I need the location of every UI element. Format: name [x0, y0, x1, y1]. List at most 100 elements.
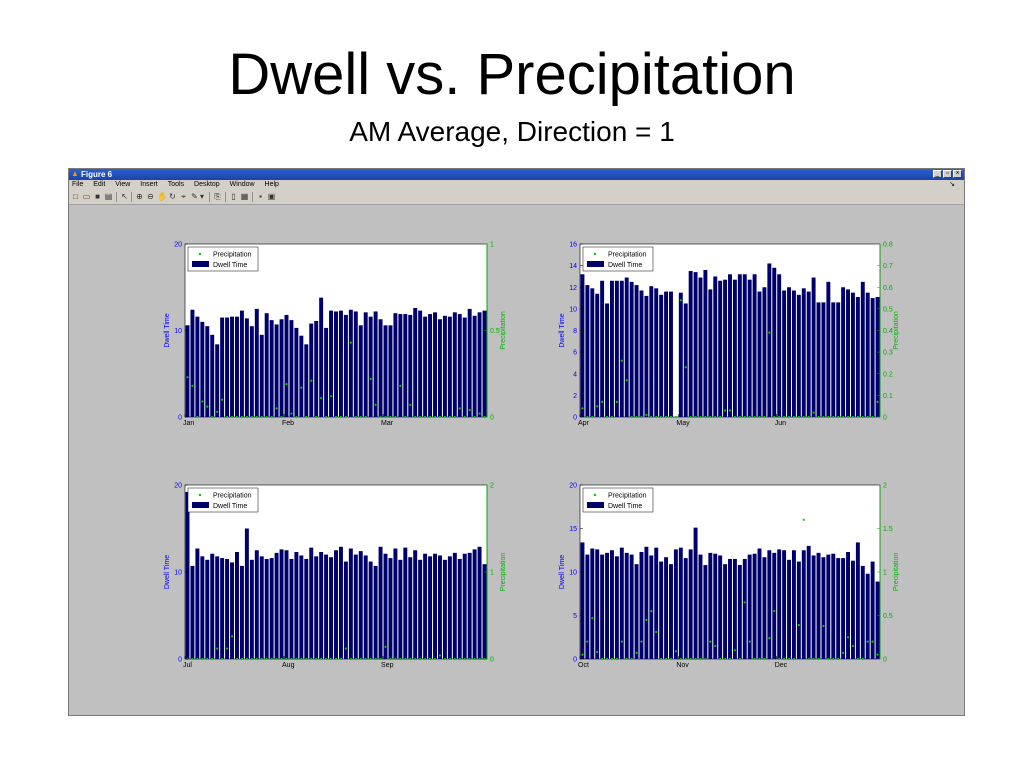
dock-arrow-icon[interactable]: ↘: [949, 181, 955, 188]
dwell-bar: [580, 274, 585, 417]
precipitation-point: [723, 409, 727, 412]
menu-window[interactable]: Window: [229, 181, 255, 188]
precipitation-point: [704, 415, 707, 419]
dwell-bar: [693, 272, 698, 417]
legend-icon[interactable]: ▦: [240, 192, 249, 201]
dwell-bar: [334, 311, 338, 417]
precipitation-point: [453, 657, 456, 661]
precipitation-point: [344, 415, 347, 419]
window-titlebar[interactable]: ▲ Figure 6 _ ▫ ×: [69, 169, 964, 180]
save-icon[interactable]: ■: [95, 192, 100, 201]
precipitation-point: [369, 657, 372, 661]
dwell-bar: [605, 303, 610, 417]
zoom-out-icon[interactable]: ⊖: [147, 192, 154, 201]
dwell-bar: [698, 277, 703, 417]
maximize-icon[interactable]: ▫: [943, 170, 952, 178]
dwell-bar: [338, 310, 343, 417]
dwell-bar: [772, 552, 777, 659]
dwell-bar: [378, 546, 383, 659]
y-right-axis-label: Precipitation: [893, 553, 900, 592]
dwell-bar: [831, 553, 836, 659]
dwell-bar: [698, 554, 703, 659]
minimize-icon[interactable]: _: [933, 170, 942, 178]
dwell-bar: [664, 291, 669, 417]
menu-tools[interactable]: Tools: [167, 181, 185, 188]
legend-precipitation-label: Precipitation: [608, 493, 647, 500]
brush-icon[interactable]: ✎: [191, 192, 198, 201]
precipitation-point: [191, 657, 194, 661]
dwell-bar: [688, 271, 693, 417]
precipitation-point: [856, 657, 859, 661]
y-right-tick-label: 0.2: [883, 371, 893, 378]
dwell-bar: [831, 302, 836, 417]
brush-dropdown-icon[interactable]: ▾: [199, 192, 204, 201]
dwell-bar: [329, 310, 334, 417]
dwell-bar: [205, 326, 210, 417]
dwell-bar: [373, 565, 378, 659]
dwell-bar: [249, 559, 254, 659]
dwell-bar: [259, 556, 264, 659]
precipitation-point: [300, 657, 303, 661]
colorbar-icon[interactable]: ▯: [231, 192, 236, 201]
precipitation-point: [787, 657, 791, 661]
y-axis-label: Dwell Time: [164, 313, 171, 347]
dwell-bar: [855, 542, 860, 659]
precipitation-point: [601, 657, 604, 661]
dwell-bar: [437, 555, 442, 659]
print-icon[interactable]: ▤: [104, 192, 113, 201]
dwell-bar: [654, 547, 659, 659]
menu-view[interactable]: View: [115, 181, 131, 188]
menu-help[interactable]: Help: [264, 181, 279, 188]
y-right-tick-label: 0.5: [490, 328, 500, 335]
pointer-icon[interactable]: ↖: [121, 192, 128, 201]
zoom-in-icon[interactable]: ⊕: [136, 192, 143, 201]
precipitation-point: [748, 640, 751, 643]
precipitation-point: [349, 657, 352, 661]
menu-insert[interactable]: Insert: [140, 181, 158, 188]
dwell-bar: [433, 312, 437, 417]
precipitation-point: [827, 415, 830, 419]
dwell-bar: [723, 279, 728, 417]
menu-file[interactable]: File: [72, 181, 84, 188]
precipitation-point: [255, 657, 258, 661]
show-plot-tools-icon[interactable]: ▣: [267, 192, 276, 201]
y-right-tick-label: 1: [490, 242, 494, 249]
new-file-icon[interactable]: □: [73, 192, 78, 201]
precipitation-point: [625, 379, 628, 382]
dwell-bar: [806, 545, 811, 659]
rotate-icon[interactable]: ↻: [169, 192, 176, 201]
precipitation-point: [349, 341, 352, 344]
dwell-bar: [185, 325, 190, 417]
link-icon[interactable]: ⎘: [214, 192, 221, 201]
dwell-bar: [398, 314, 403, 417]
menu-edit[interactable]: Edit: [93, 181, 106, 188]
precipitation-point: [615, 400, 618, 403]
precipitation-point: [329, 657, 333, 661]
precipitation-point: [374, 657, 377, 661]
precipitation-point: [255, 415, 258, 419]
dwell-bar: [801, 288, 806, 417]
dwell-bar: [334, 550, 338, 659]
dwell-bar: [363, 555, 368, 659]
y-right-axis-label: Precipitation: [500, 553, 507, 592]
x-tick-label: Aug: [282, 662, 295, 669]
dwell-bar: [200, 556, 205, 659]
precipitation-point: [404, 415, 407, 419]
precipitation-point: [635, 651, 638, 655]
precipitation-point: [601, 400, 604, 403]
dwell-bar: [314, 556, 319, 659]
close-icon[interactable]: ×: [953, 170, 962, 178]
precipitation-point: [728, 409, 732, 412]
pan-icon[interactable]: ✋: [157, 192, 167, 201]
open-file-icon[interactable]: ▭: [82, 192, 91, 201]
dwell-bar: [304, 558, 309, 659]
data-cursor-icon[interactable]: ⌖: [181, 192, 186, 201]
x-tick-label: Feb: [282, 420, 294, 427]
dwell-bar: [418, 559, 423, 659]
dwell-bar: [462, 553, 467, 659]
dwell-bar: [289, 320, 294, 417]
dwell-bar: [678, 547, 683, 659]
x-tick-label: Oct: [578, 662, 589, 669]
hide-plot-tools-icon[interactable]: ▪: [259, 192, 262, 201]
menu-desktop[interactable]: Desktop: [194, 181, 220, 188]
